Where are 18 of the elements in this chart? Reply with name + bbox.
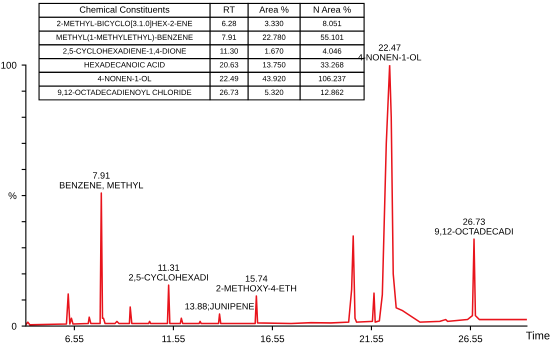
text: N Area %: [314, 6, 351, 13]
annotation: 13.88;JUNIPENE: [185, 303, 254, 311]
y-tick-label: 100: [1, 62, 16, 69]
y-tick-label: %: [8, 192, 16, 200]
annotation: 7.91 BENZENE, METHYL: [60, 172, 144, 190]
annotation: 26.73 9,12-OCTADECADI: [434, 218, 513, 236]
text: Area %: [259, 6, 289, 13]
annotation: 11.31 2,5-CYCLOHEXADI: [128, 264, 208, 282]
x-axis-title: Time: [526, 331, 550, 340]
x-tick-label: 16.55: [260, 335, 284, 342]
text: Chemical Constituents: [80, 6, 170, 13]
y-tick-label: 0: [12, 322, 16, 330]
x-tick-label: 11.55: [162, 335, 185, 342]
x-tick-label: 21.55: [360, 335, 384, 342]
x-tick-label: 6.55: [65, 335, 84, 342]
annotation: 15.74 2-METHOXY-4-ETH: [216, 275, 296, 292]
x-tick-label: 26.55: [458, 335, 482, 342]
text: RT: [224, 6, 235, 13]
